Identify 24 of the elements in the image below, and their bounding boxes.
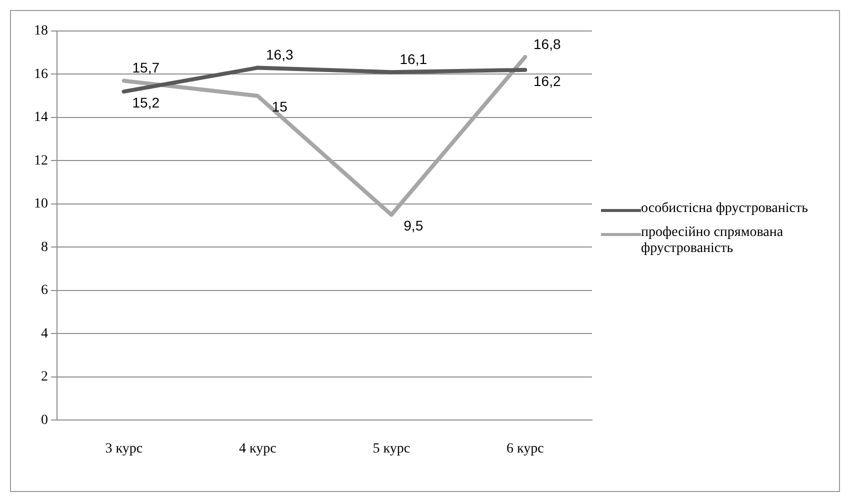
y-tick-label: 2 <box>41 370 48 385</box>
x-tick-label: 4 курс <box>238 441 276 456</box>
data-label: 16,3 <box>266 46 294 63</box>
y-tick-label: 4 <box>41 326 48 342</box>
x-tick-label: 3 курс <box>105 441 143 456</box>
y-tick-label: 0 <box>41 412 48 428</box>
y-tick-label: 6 <box>41 283 48 298</box>
y-tick-label: 16 <box>34 66 48 82</box>
legend-label: особистісна фрустрованість <box>641 201 808 217</box>
data-label: 15,2 <box>132 94 160 110</box>
y-tick-label: 12 <box>34 153 48 168</box>
data-label: 16,8 <box>534 36 561 52</box>
y-tick-label: 10 <box>34 196 48 212</box>
data-label: 9,5 <box>404 218 424 234</box>
y-tick-label: 14 <box>34 110 48 126</box>
legend-label: професійно спрямована фрустрованість <box>641 225 784 257</box>
x-tick-label: 6 курс <box>506 441 544 456</box>
y-tick-label: 8 <box>41 240 48 255</box>
data-label: 15 <box>272 98 288 115</box>
x-tick-label: 5 курс <box>372 441 410 456</box>
data-label: 16,1 <box>400 50 428 67</box>
y-tick-label: 18 <box>34 24 48 39</box>
data-label: 16,2 <box>534 72 561 89</box>
data-label: 15,7 <box>132 60 160 76</box>
